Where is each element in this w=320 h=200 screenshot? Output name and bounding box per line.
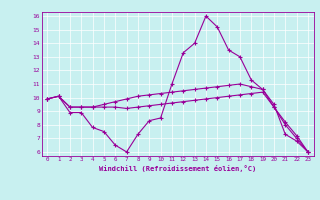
- X-axis label: Windchill (Refroidissement éolien,°C): Windchill (Refroidissement éolien,°C): [99, 165, 256, 172]
